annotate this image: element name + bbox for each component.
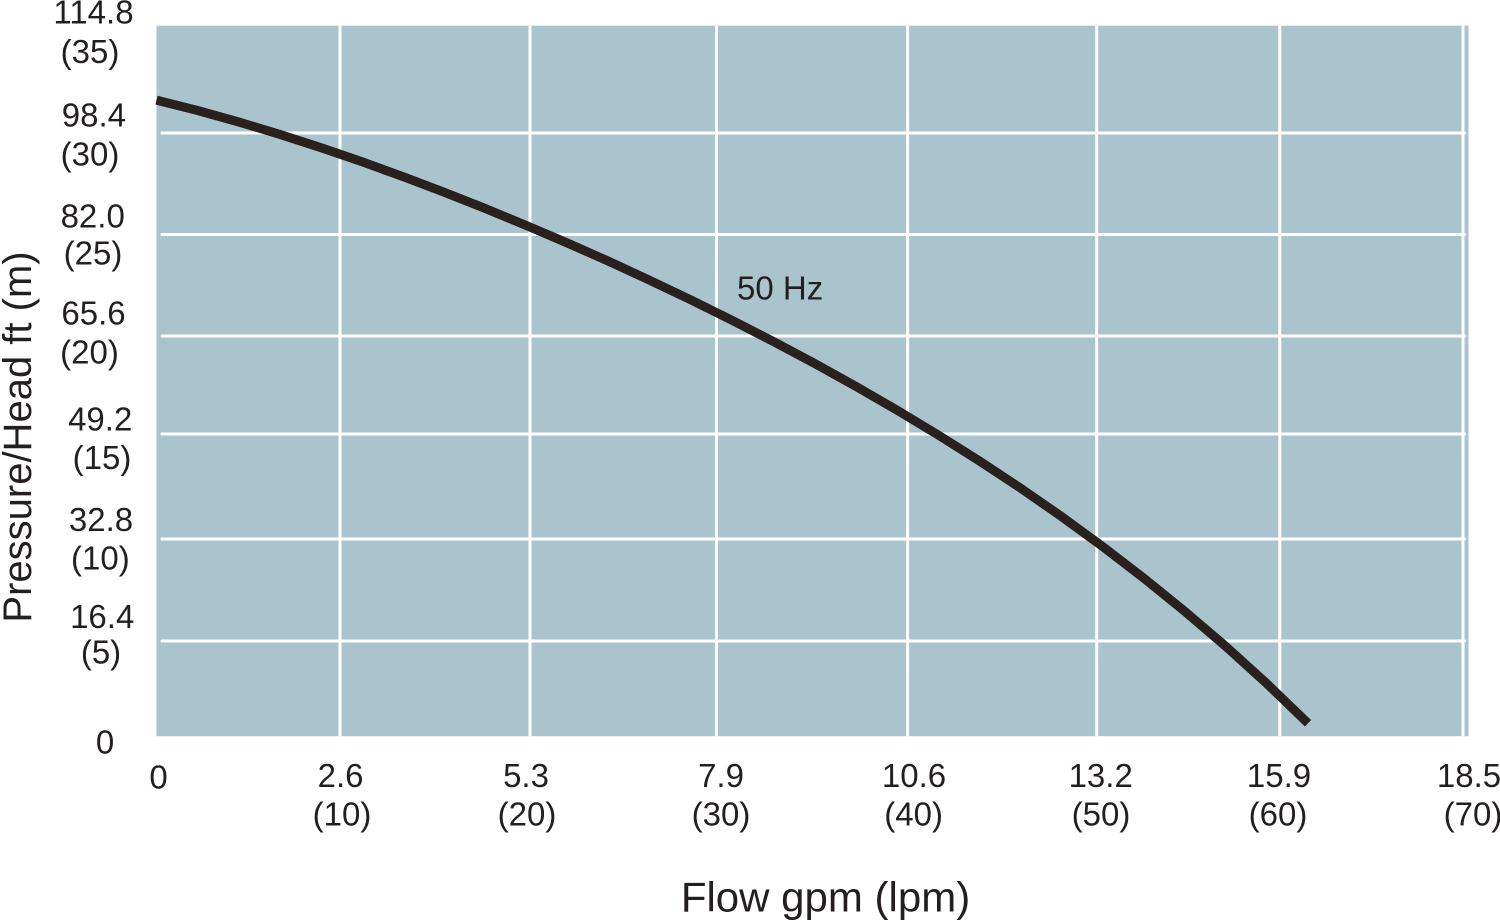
svg-text:32.8: 32.8 [69, 501, 133, 538]
svg-text:65.6: 65.6 [61, 295, 125, 332]
svg-text:15.9: 15.9 [1247, 757, 1311, 794]
svg-text:49.2: 49.2 [68, 401, 132, 438]
svg-text:2.6: 2.6 [318, 757, 364, 794]
svg-text:7.9: 7.9 [698, 757, 744, 794]
svg-text:114.8: 114.8 [53, 0, 133, 30]
svg-text:(70): (70) [1444, 796, 1500, 833]
svg-text:(15): (15) [73, 439, 132, 476]
svg-text:10.6: 10.6 [882, 757, 946, 794]
svg-text:(50): (50) [1072, 796, 1131, 833]
svg-text:16.4: 16.4 [70, 598, 134, 635]
svg-text:(30): (30) [61, 136, 120, 173]
svg-text:13.2: 13.2 [1069, 757, 1133, 794]
svg-text:(35): (35) [61, 33, 120, 70]
svg-text:(40): (40) [884, 796, 943, 833]
svg-text:(30): (30) [692, 796, 751, 833]
svg-text:5.3: 5.3 [503, 757, 549, 794]
svg-text:Flow gpm (lpm): Flow gpm (lpm) [681, 874, 970, 920]
svg-text:(10): (10) [313, 796, 372, 833]
svg-text:0: 0 [149, 759, 167, 796]
svg-text:(25): (25) [64, 235, 123, 272]
svg-text:(10): (10) [71, 540, 130, 577]
svg-text:50 Hz: 50 Hz [737, 270, 823, 307]
svg-text:(5): (5) [81, 634, 121, 671]
svg-text:82.0: 82.0 [61, 198, 125, 235]
svg-text:18.5: 18.5 [1437, 757, 1500, 794]
svg-text:(20): (20) [60, 334, 119, 371]
svg-text:(20): (20) [498, 796, 557, 833]
svg-text:0: 0 [96, 724, 114, 761]
svg-text:(60): (60) [1249, 796, 1308, 833]
svg-text:98.4: 98.4 [62, 96, 126, 133]
svg-text:Pressure/Head ft (m): Pressure/Head ft (m) [0, 251, 40, 622]
